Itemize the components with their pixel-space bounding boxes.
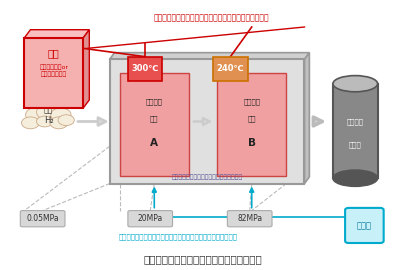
Text: 省エネルギー型安心安全水素圧力システム: 省エネルギー型安心安全水素圧力システム	[171, 174, 242, 180]
Circle shape	[51, 108, 71, 122]
Circle shape	[21, 117, 39, 129]
Text: タンク: タンク	[348, 142, 361, 148]
Text: 水素高圧: 水素高圧	[346, 118, 363, 125]
Text: メガソーラーor
ごみ焼却施設等: メガソーラーor ごみ焼却施設等	[39, 65, 68, 77]
Text: 合金: 合金	[150, 116, 158, 122]
Circle shape	[26, 107, 47, 122]
Text: 240℃: 240℃	[216, 64, 244, 73]
Polygon shape	[140, 73, 154, 81]
Text: 水素吸収時の発熱を冷却してやり、効率的な水素の吸収を促進: 水素吸収時の発熱を冷却してやり、効率的な水素の吸収を促進	[119, 233, 238, 239]
Polygon shape	[304, 53, 309, 184]
Bar	[119, 73, 188, 176]
Text: 82MPa: 82MPa	[237, 214, 262, 223]
Bar	[128, 57, 162, 81]
Text: 図２．ケミカル・コンプレッサーの模式図: 図２．ケミカル・コンプレッサーの模式図	[143, 254, 262, 264]
Text: 熱源: 熱源	[48, 49, 60, 59]
Polygon shape	[225, 73, 251, 81]
Text: 冷却水: 冷却水	[356, 221, 371, 230]
Bar	[109, 59, 304, 184]
Text: 水素: 水素	[44, 105, 53, 114]
Circle shape	[36, 104, 61, 120]
Bar	[217, 73, 286, 176]
FancyBboxPatch shape	[20, 211, 65, 227]
Text: 300℃: 300℃	[131, 64, 158, 73]
Text: A: A	[150, 138, 158, 148]
Text: 20MPa: 20MPa	[137, 214, 162, 223]
Ellipse shape	[332, 76, 377, 92]
Text: 合金: 合金	[247, 116, 255, 122]
FancyBboxPatch shape	[227, 211, 271, 227]
Bar	[332, 84, 377, 178]
Text: 0.05MPa: 0.05MPa	[26, 214, 59, 223]
Circle shape	[50, 117, 68, 129]
FancyBboxPatch shape	[344, 208, 383, 243]
Polygon shape	[83, 30, 89, 108]
FancyBboxPatch shape	[128, 211, 172, 227]
Polygon shape	[109, 53, 309, 59]
Text: 水素吸蔵: 水素吸蔵	[243, 98, 260, 105]
Circle shape	[58, 115, 74, 126]
Text: 水素吸蔵: 水素吸蔵	[145, 98, 162, 105]
Polygon shape	[24, 30, 89, 38]
Text: 排熱により各水素吸蔵合金を昂温し、水素を加圧・放出: 排熱により各水素吸蔵合金を昂温し、水素を加圧・放出	[153, 13, 268, 22]
Bar	[213, 57, 247, 81]
Circle shape	[36, 116, 53, 127]
Ellipse shape	[332, 170, 377, 186]
Text: H₂: H₂	[44, 116, 53, 125]
Bar	[24, 38, 83, 108]
Text: B: B	[247, 138, 255, 148]
